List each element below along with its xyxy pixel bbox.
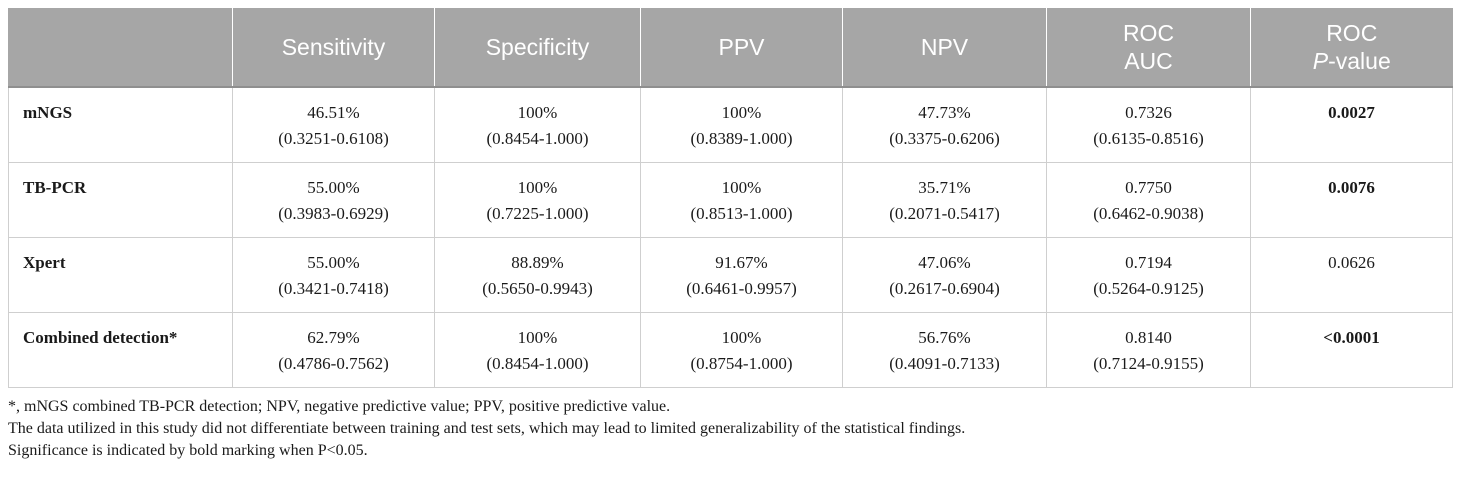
table-row: TB-PCR 55.00% (0.3983-0.6929) 100% (0.7225-1…	[8, 161, 1453, 238]
cell-specificity: 100% (0.8454-1.000)	[434, 86, 641, 163]
cell-value: 0.7194	[1125, 252, 1172, 272]
cell-ci: (0.8754-1.000)	[690, 353, 793, 373]
cell-ci: (0.8389-1.000)	[690, 129, 793, 148]
cell-roc-auc: 0.7750 (0.6462-0.9038)	[1046, 161, 1251, 238]
cell-value: 62.79%	[307, 327, 360, 347]
cell-sensitivity: 62.79% (0.4786-0.7562)	[232, 311, 435, 388]
cell-specificity: 100% (0.7225-1.000)	[434, 161, 641, 238]
footnote-data-limitation: The data utilized in this study did not …	[8, 419, 966, 437]
cell-ci: (0.8454-1.000)	[486, 353, 589, 373]
cell-ppv: 100% (0.8389-1.000)	[640, 86, 843, 163]
cell-value: 0.7750	[1125, 177, 1172, 197]
cell-value: 55.00%	[307, 252, 360, 272]
footnote-abbreviations: *, mNGS combined TB-PCR detection; NPV, …	[8, 397, 671, 415]
cell-sensitivity: 46.51% (0.3251-0.6108)	[232, 86, 435, 163]
cell-ci: (0.8454-1.000)	[486, 129, 589, 148]
header-sensitivity: Sensitivity	[232, 8, 435, 88]
cell-ppv: 100% (0.8513-1.000)	[640, 161, 843, 238]
header-roc-pvalue: ROC P-value	[1250, 8, 1453, 88]
cell-roc-auc: 0.7326 (0.6135-0.8516)	[1046, 86, 1251, 163]
table-row: Xpert 55.00% (0.3421-0.7418) 88.89% (0.5650-…	[8, 236, 1453, 313]
row-label: TB-PCR	[8, 161, 233, 238]
header-roc-pvalue-line2: P-value	[1257, 47, 1447, 75]
table-row: Combined detection* 62.79% (0.4786-0.7562)…	[8, 311, 1453, 388]
header-roc-auc-line1: ROC	[1122, 20, 1175, 46]
header-blank	[8, 8, 233, 88]
cell-value: 100%	[721, 103, 762, 122]
cell-ci: (0.4786-0.7562)	[278, 353, 389, 373]
header-npv: NPV	[842, 8, 1047, 88]
cell-roc-auc: 0.8140 (0.7124-0.9155)	[1046, 311, 1251, 388]
cell-ci: (0.3421-0.7418)	[278, 278, 389, 298]
footnote-significance: Significance is indicated by bold markin…	[8, 441, 368, 459]
cell-ci: (0.3983-0.6929)	[278, 203, 389, 223]
cell-value: 100%	[721, 177, 762, 197]
cell-ci: (0.2071-0.5417)	[889, 203, 1000, 223]
cell-ci: (0.3375-0.6206)	[889, 129, 1000, 148]
cell-specificity: 88.89% (0.5650-0.9943)	[434, 236, 641, 313]
header-p-italic: P	[1312, 48, 1329, 74]
cell-roc-auc: 0.7194 (0.5264-0.9125)	[1046, 236, 1251, 313]
cell-value: 47.06%	[918, 252, 971, 272]
results-table-container: Sensitivity Specificity PPV NPV ROC AUC …	[8, 8, 1453, 462]
cell-p-value: 0.0076	[1250, 161, 1453, 238]
cell-ci: (0.5264-0.9125)	[1093, 278, 1204, 298]
cell-value: 35.71%	[918, 177, 971, 197]
header-p-rest: -value	[1328, 48, 1391, 74]
cell-value: 100%	[517, 177, 558, 197]
cell-value: 56.76%	[918, 327, 971, 347]
cell-npv: 56.76% (0.4091-0.7133)	[842, 311, 1047, 388]
cell-value: 88.89%	[511, 252, 564, 272]
table-row: mNGS 46.51% (0.3251-0.6108) 100% (0.8454-1.0…	[8, 86, 1453, 163]
cell-npv: 35.71% (0.2071-0.5417)	[842, 161, 1047, 238]
cell-value: 0.8140	[1125, 327, 1172, 347]
cell-ci: (0.6461-0.9957)	[686, 278, 797, 298]
cell-npv: 47.06% (0.2617-0.6904)	[842, 236, 1047, 313]
header-roc-auc-line2: AUC	[1124, 48, 1173, 74]
row-label: Xpert	[8, 236, 233, 313]
cell-ci: (0.3251-0.6108)	[278, 129, 389, 148]
table-header: Sensitivity Specificity PPV NPV ROC AUC …	[8, 8, 1453, 88]
cell-p-value: 0.0027	[1250, 86, 1453, 163]
cell-value: 55.00%	[307, 177, 360, 197]
cell-ci: (0.7225-1.000)	[486, 203, 589, 223]
header-ppv: PPV	[640, 8, 843, 88]
header-roc-auc: ROC AUC	[1046, 8, 1251, 88]
header-specificity: Specificity	[434, 8, 641, 88]
cell-npv: 47.73% (0.3375-0.6206)	[842, 86, 1047, 163]
cell-p-value: 0.0626	[1250, 236, 1453, 313]
cell-ppv: 91.67% (0.6461-0.9957)	[640, 236, 843, 313]
cell-p-value: <0.0001	[1250, 311, 1453, 388]
cell-ci: (0.6462-0.9038)	[1093, 203, 1204, 223]
header-roc-pvalue-line1: ROC	[1326, 20, 1378, 46]
row-label: mNGS	[8, 86, 233, 163]
table-body: mNGS 46.51% (0.3251-0.6108) 100% (0.8454-1.0…	[8, 86, 1453, 388]
cell-ci: (0.4091-0.7133)	[889, 353, 1000, 373]
cell-ci: (0.2617-0.6904)	[889, 278, 1000, 298]
cell-ppv: 100% (0.8754-1.000)	[640, 311, 843, 388]
cell-value: 100%	[517, 103, 558, 122]
cell-ci: (0.8513-1.000)	[690, 203, 793, 223]
cell-ci: (0.5650-0.9943)	[482, 278, 593, 298]
cell-sensitivity: 55.00% (0.3983-0.6929)	[232, 161, 435, 238]
cell-value: 100%	[517, 327, 558, 347]
cell-value: 91.67%	[715, 252, 768, 272]
cell-value: 0.7326	[1125, 103, 1172, 122]
header-row: Sensitivity Specificity PPV NPV ROC AUC …	[8, 8, 1453, 88]
cell-value: 47.73%	[918, 103, 971, 122]
cell-ci: (0.6135-0.8516)	[1093, 129, 1204, 148]
cell-ci: (0.7124-0.9155)	[1093, 353, 1204, 373]
cell-specificity: 100% (0.8454-1.000)	[434, 311, 641, 388]
cell-value: 46.51%	[307, 103, 360, 122]
diagnostic-performance-table: Sensitivity Specificity PPV NPV ROC AUC …	[8, 8, 1453, 388]
row-label: Combined detection*	[8, 311, 233, 388]
table-footnotes: *, mNGS combined TB-PCR detection; NPV, …	[8, 396, 1452, 462]
cell-value: 100%	[721, 327, 762, 347]
cell-sensitivity: 55.00% (0.3421-0.7418)	[232, 236, 435, 313]
